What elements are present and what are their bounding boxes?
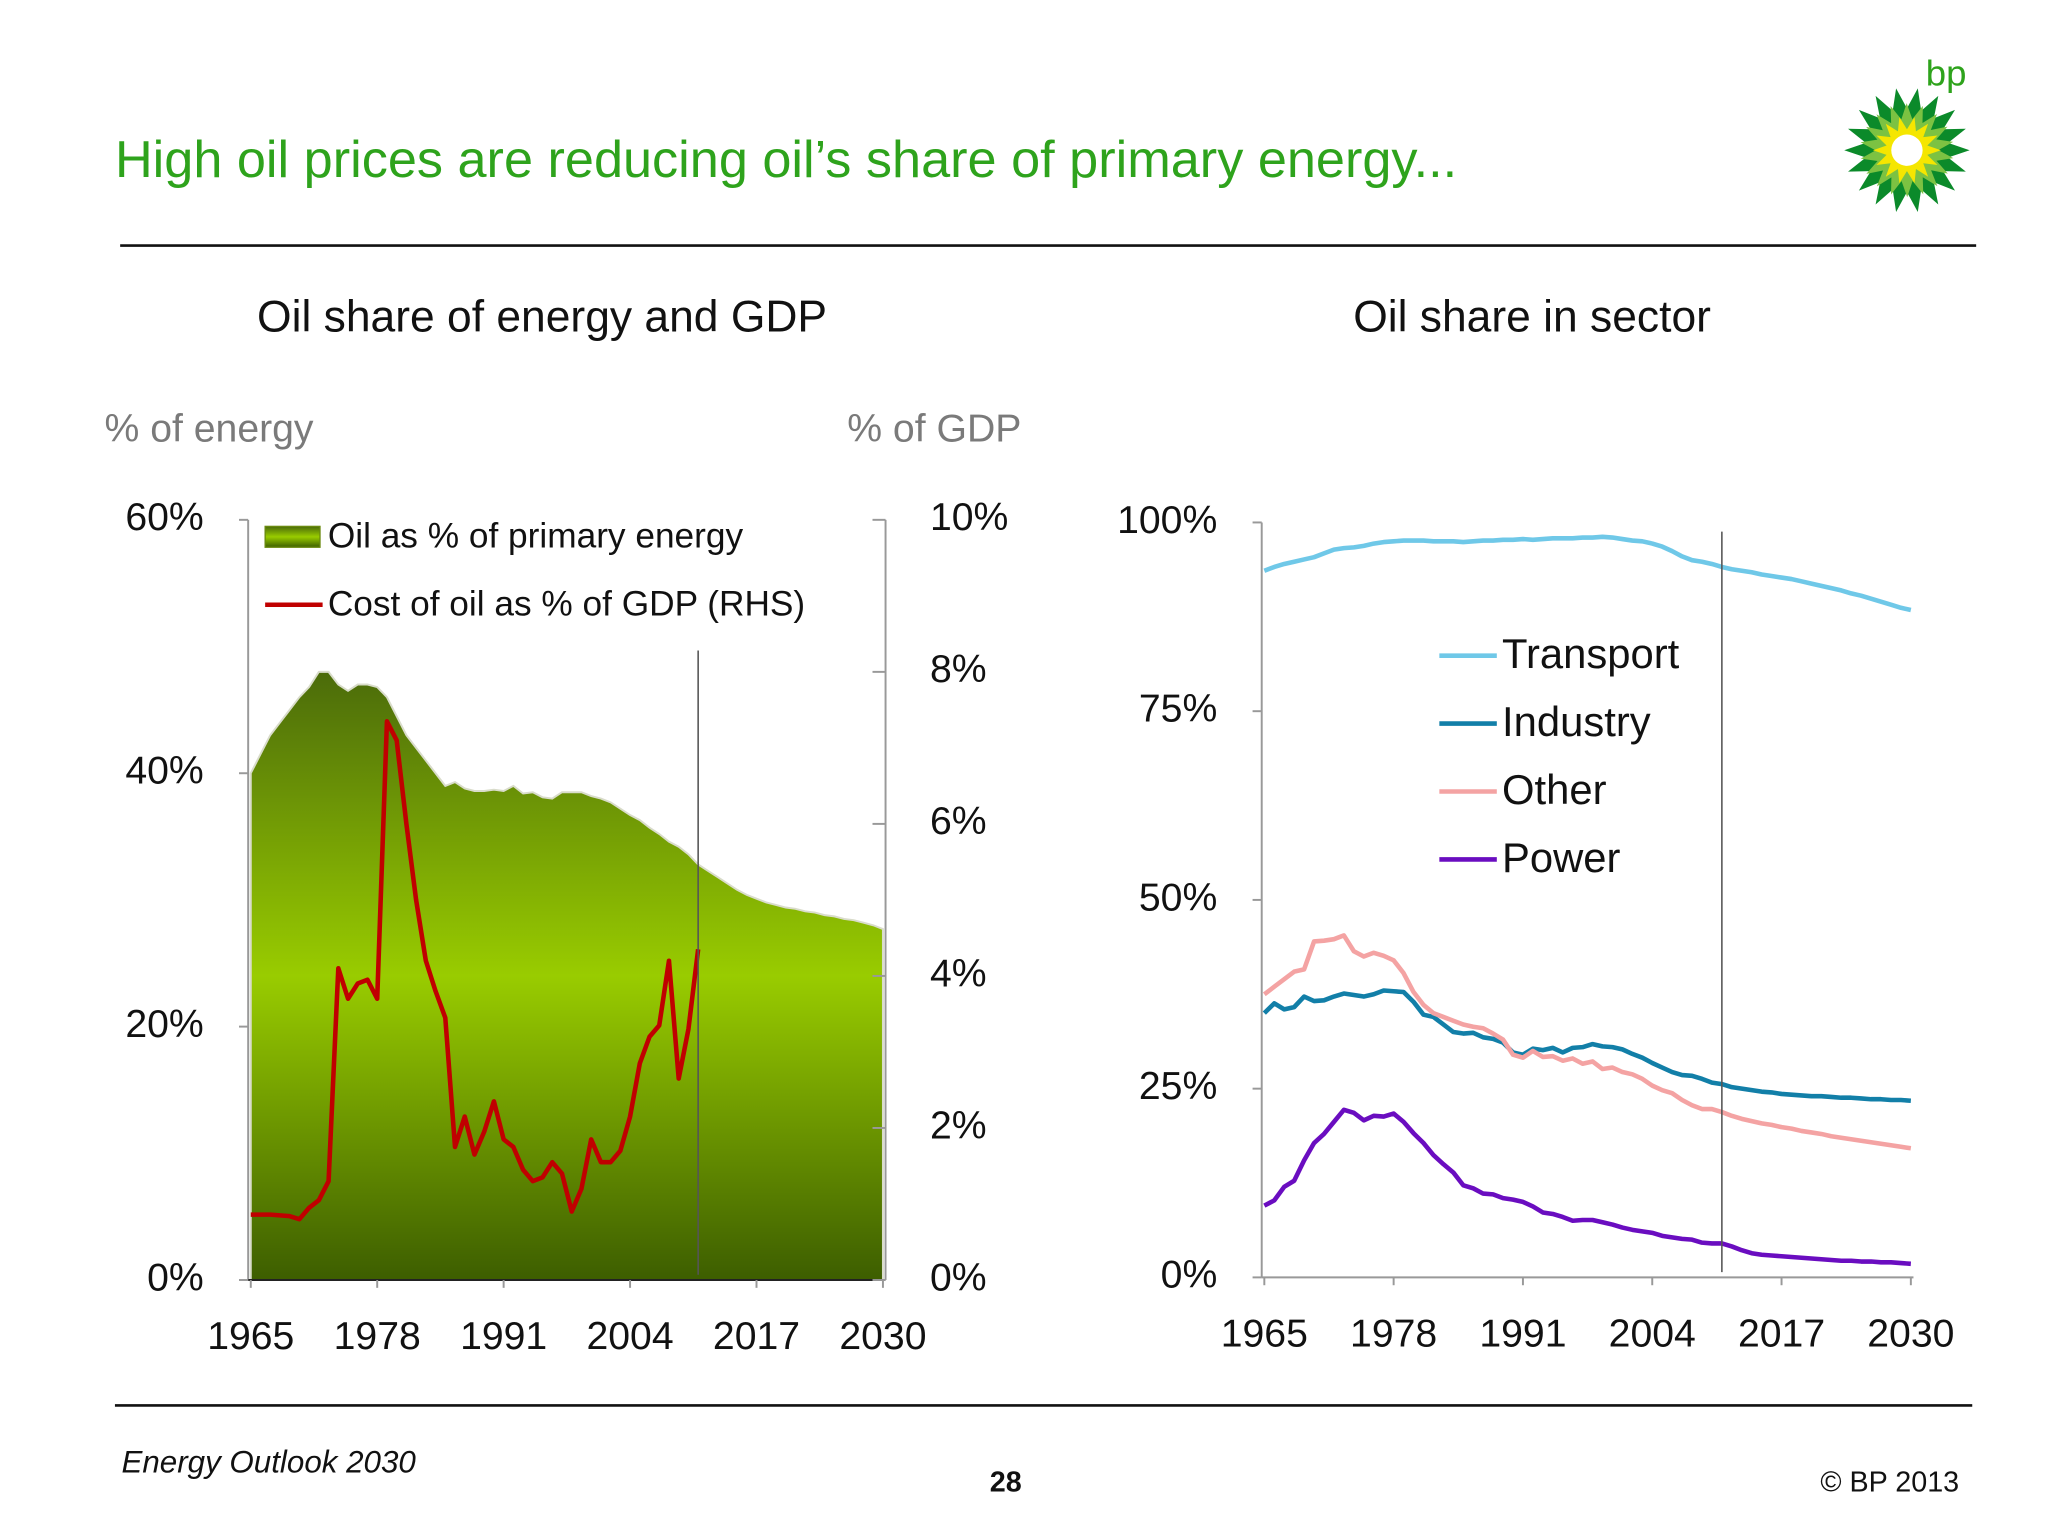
y-tick-label: 100% xyxy=(1117,499,1217,542)
x-tick-label: 2017 xyxy=(1738,1313,1825,1356)
legend-label: Transport xyxy=(1502,630,1680,677)
charts: Oil share of energy and GDP % of energy % … xyxy=(104,293,1954,1358)
line xyxy=(1262,988,1912,1104)
y-axis-label: % of energy xyxy=(104,407,313,450)
x-tick-label: 1965 xyxy=(1221,1313,1308,1356)
legend-label: Power xyxy=(1502,834,1621,881)
y2-tick-label: 4% xyxy=(930,952,987,995)
y-tick-label: 60% xyxy=(125,496,203,539)
y-tick-label: 75% xyxy=(1139,688,1217,731)
logo-center xyxy=(1891,134,1923,166)
chart-title: Oil share of energy and GDP xyxy=(257,293,827,342)
page-number: 28 xyxy=(990,1466,1022,1498)
y2-tick-label: 2% xyxy=(930,1104,987,1147)
line xyxy=(1263,1107,1912,1267)
x-tick-label: 2030 xyxy=(1867,1313,1954,1356)
x-tick-label: 1965 xyxy=(207,1315,294,1358)
slide-title: High oil prices are reducing oil’s share… xyxy=(115,131,1457,189)
legend-label: Other xyxy=(1502,766,1607,813)
y2-tick-label: 8% xyxy=(930,648,987,691)
x-tick-label: 1978 xyxy=(334,1315,421,1358)
logo xyxy=(1844,88,1970,212)
area xyxy=(249,670,884,1281)
y-tick-label: 0% xyxy=(1161,1254,1218,1297)
y-tick-label: 20% xyxy=(125,1003,203,1046)
copyright: © BP 2013 xyxy=(1820,1466,1959,1498)
logo-text: bp xyxy=(1926,52,1967,93)
x-tick-label: 2004 xyxy=(1609,1313,1696,1356)
y-tick-label: 50% xyxy=(1139,876,1217,919)
legend-swatch xyxy=(264,525,321,548)
x-tick-label: 2017 xyxy=(713,1315,800,1358)
y2-tick-label: 6% xyxy=(930,800,987,843)
y2-tick-label: 0% xyxy=(930,1256,987,1299)
line xyxy=(1262,933,1912,1151)
line xyxy=(250,718,701,1222)
legend-label: Cost of oil as % of GDP (RHS) xyxy=(328,584,805,623)
x-tick-label: 1991 xyxy=(460,1315,547,1358)
legend-label: Oil as % of primary energy xyxy=(328,516,744,555)
y2-tick-label: 10% xyxy=(930,496,1008,539)
y-tick-label: 0% xyxy=(147,1256,204,1299)
x-tick-label: 1991 xyxy=(1479,1313,1566,1356)
y-tick-label: 25% xyxy=(1139,1065,1217,1108)
x-tick-label: 2030 xyxy=(839,1315,926,1358)
line xyxy=(1263,534,1912,613)
y2-axis-label: % of GDP xyxy=(847,407,1021,450)
chart-title: Oil share in sector xyxy=(1353,293,1711,342)
y-tick-label: 40% xyxy=(125,750,203,793)
x-tick-label: 1978 xyxy=(1350,1313,1437,1356)
x-tick-label: 2004 xyxy=(586,1315,673,1358)
legend-label: Industry xyxy=(1502,698,1651,745)
footer-source: Energy Outlook 2030 xyxy=(121,1444,416,1479)
